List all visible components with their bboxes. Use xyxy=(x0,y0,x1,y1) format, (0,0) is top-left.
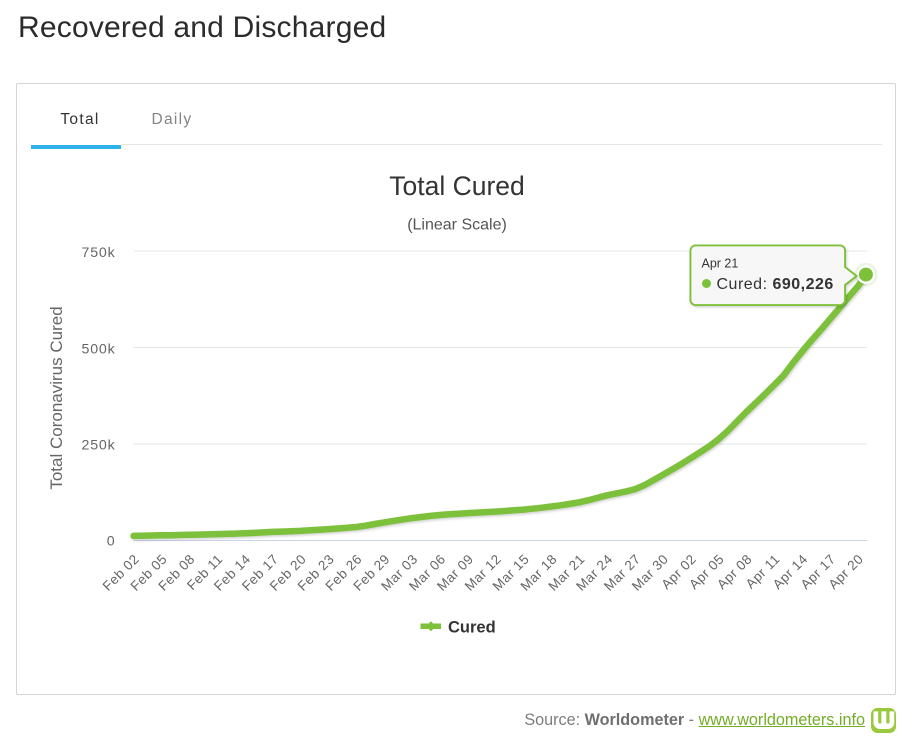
svg-text:Total Cured: Total Cured xyxy=(389,171,525,201)
svg-text:Cured: Cured xyxy=(448,619,496,637)
svg-text:750k: 750k xyxy=(82,245,116,261)
svg-text:500k: 500k xyxy=(82,341,116,357)
svg-text:(Linear Scale): (Linear Scale) xyxy=(407,217,507,234)
svg-text:250k: 250k xyxy=(82,438,116,454)
svg-text:Total Coronavirus Cured: Total Coronavirus Cured xyxy=(47,306,66,489)
svg-text:0: 0 xyxy=(107,534,116,550)
svg-text:Cured: 690,226: Cured: 690,226 xyxy=(717,276,834,293)
svg-text:Apr 21: Apr 21 xyxy=(702,257,739,271)
